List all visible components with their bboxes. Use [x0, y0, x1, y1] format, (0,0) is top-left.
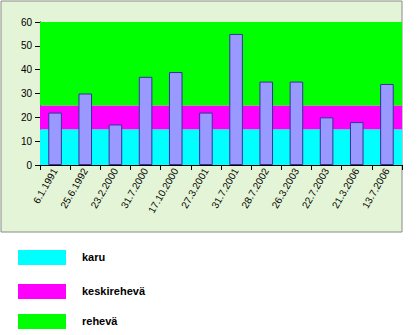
- svg-text:26.3.2003: 26.3.2003: [269, 166, 301, 210]
- svg-text:0: 0: [26, 160, 32, 171]
- svg-text:karu: karu: [82, 251, 105, 263]
- svg-text:30: 30: [21, 88, 33, 99]
- svg-text:13.7.2006: 13.7.2006: [360, 166, 392, 210]
- svg-text:31.7.2001: 31.7.2001: [209, 166, 241, 210]
- svg-text:31.7.2000: 31.7.2000: [119, 166, 151, 210]
- svg-text:50: 50: [21, 40, 33, 51]
- svg-text:rehevä: rehevä: [82, 315, 118, 327]
- svg-text:40: 40: [21, 64, 33, 75]
- svg-text:28.7.2002: 28.7.2002: [239, 166, 271, 210]
- svg-text:25.6.1992: 25.6.1992: [58, 166, 90, 210]
- svg-text:keskirehevä: keskirehevä: [82, 285, 146, 297]
- svg-text:23.2.2000: 23.2.2000: [88, 166, 120, 210]
- svg-text:22.7.2003: 22.7.2003: [300, 166, 332, 210]
- svg-text:17.10.2000: 17.10.2000: [146, 166, 181, 215]
- svg-text:27.3.2001: 27.3.2001: [179, 166, 211, 210]
- svg-text:60: 60: [21, 17, 33, 28]
- svg-text:10: 10: [21, 136, 33, 147]
- svg-text:20: 20: [21, 112, 33, 123]
- svg-text:6.1.1991: 6.1.1991: [31, 166, 60, 206]
- svg-text:21.3.2006: 21.3.2006: [330, 166, 362, 210]
